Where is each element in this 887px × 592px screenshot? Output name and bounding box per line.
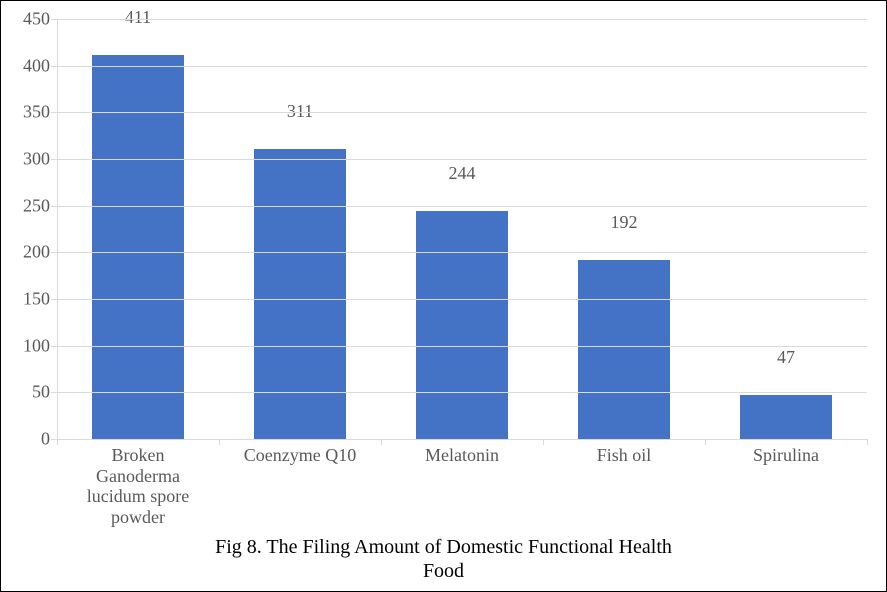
y-tick <box>51 19 57 20</box>
bar-value-label: 244 <box>449 163 476 184</box>
y-axis-label: 150 <box>23 289 50 310</box>
grid-line <box>57 252 867 253</box>
y-axis-label: 200 <box>23 242 50 263</box>
grid-line <box>57 206 867 207</box>
x-tick <box>381 439 382 445</box>
bar <box>416 211 508 439</box>
x-tick <box>867 439 868 445</box>
bar-value-label: 311 <box>287 101 313 122</box>
grid-line <box>57 66 867 67</box>
x-axis-label: Melatonin <box>383 445 541 466</box>
y-tick <box>51 252 57 253</box>
x-axis-label: Spirulina <box>707 445 865 466</box>
x-tick <box>219 439 220 445</box>
grid-line <box>57 392 867 393</box>
x-tick <box>57 439 58 445</box>
bar-value-label: 411 <box>125 7 151 28</box>
y-tick <box>51 299 57 300</box>
bar <box>578 260 670 439</box>
y-tick <box>51 346 57 347</box>
y-axis-label: 50 <box>32 382 50 403</box>
y-axis-label: 350 <box>23 102 50 123</box>
x-axis-label: Broken Ganoderma lucidum spore powder <box>59 445 217 528</box>
y-axis-label: 250 <box>23 195 50 216</box>
bar-value-label: 47 <box>777 347 795 368</box>
y-axis-label: 450 <box>23 9 50 30</box>
grid-line <box>57 439 867 440</box>
grid-line <box>57 112 867 113</box>
y-tick <box>51 66 57 67</box>
y-axis-label: 400 <box>23 55 50 76</box>
x-tick <box>543 439 544 445</box>
grid-line <box>57 299 867 300</box>
bar-value-label: 192 <box>611 212 638 233</box>
y-axis-label: 300 <box>23 149 50 170</box>
grid-line <box>57 346 867 347</box>
y-axis-label: 0 <box>41 429 50 450</box>
chart-caption: Fig 8. The Filing Amount of Domestic Fun… <box>1 535 886 583</box>
y-tick <box>51 159 57 160</box>
y-tick <box>51 392 57 393</box>
y-tick <box>51 206 57 207</box>
grid-line <box>57 159 867 160</box>
grid-line <box>57 19 867 20</box>
plot-area: 41131124419247 <box>57 19 867 439</box>
bar <box>254 149 346 439</box>
chart-container: 411 311 244 192 47 Fig 8. The Filing Amount … <box>0 0 887 592</box>
x-axis-label: Coenzyme Q10 <box>221 445 379 466</box>
bar <box>740 395 832 439</box>
x-axis-label: Fish oil <box>545 445 703 466</box>
y-axis-label: 100 <box>23 335 50 356</box>
bars-layer: 41131124419247 <box>57 19 867 439</box>
y-tick <box>51 112 57 113</box>
x-tick <box>705 439 706 445</box>
